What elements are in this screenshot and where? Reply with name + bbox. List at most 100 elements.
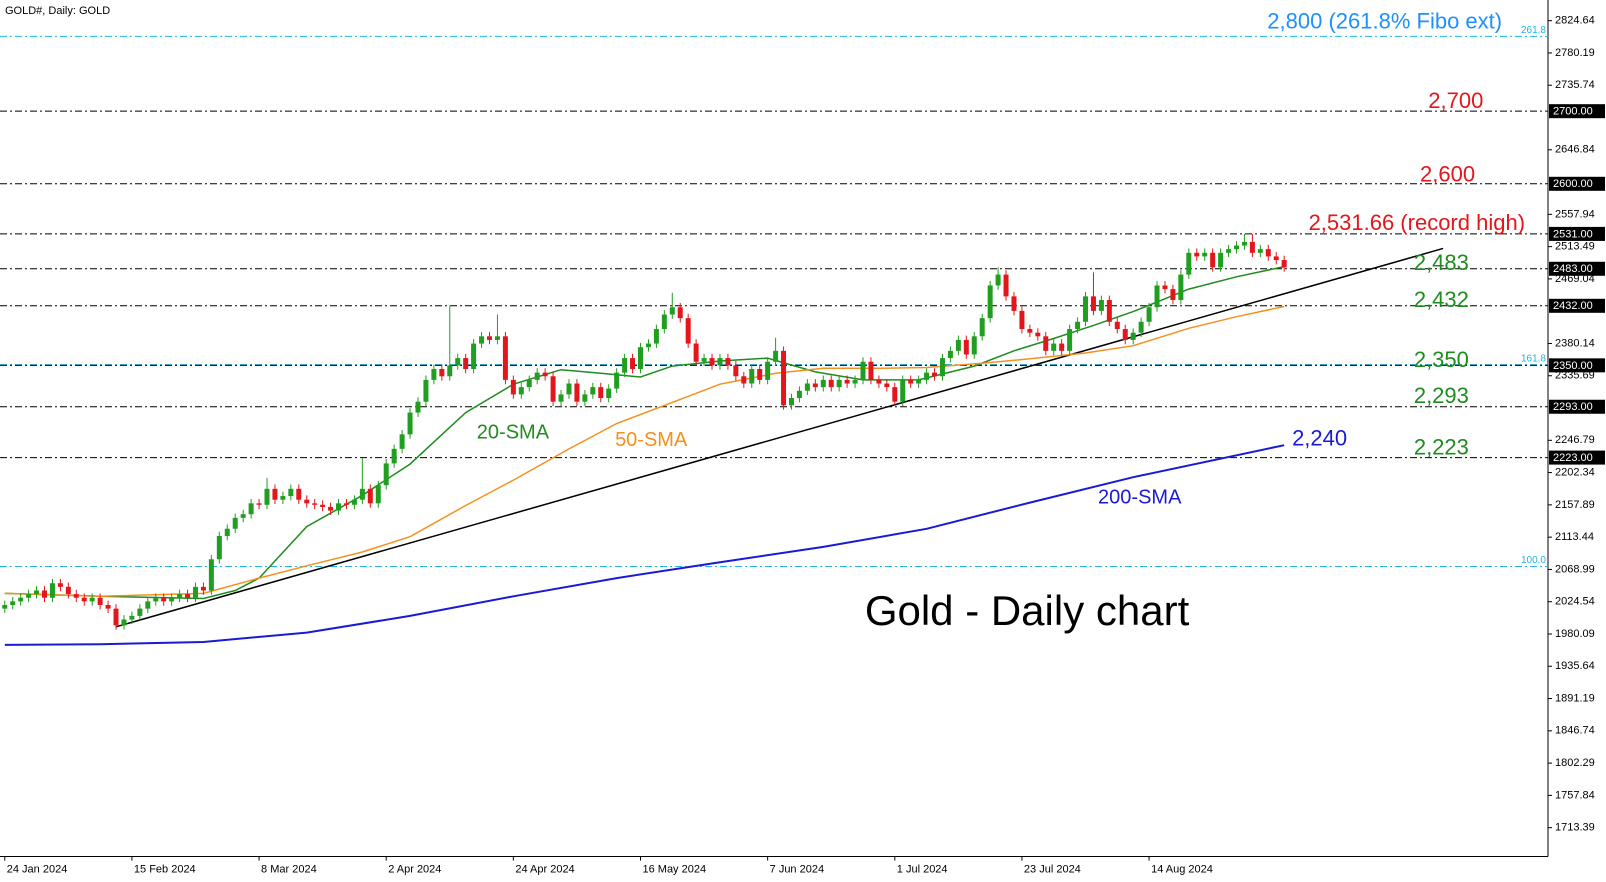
candle-body — [1043, 336, 1049, 351]
fibo-label: 261.8 — [1521, 25, 1546, 36]
candle-body — [534, 372, 540, 380]
candle-body — [89, 597, 95, 602]
y-tick-label: 2335.69 — [1555, 370, 1595, 382]
level-label: 2600.00 — [1553, 178, 1593, 190]
candle-body — [280, 496, 286, 500]
candle-body — [1035, 332, 1041, 337]
level-label: 2223.00 — [1553, 452, 1593, 464]
candle-body — [1059, 343, 1065, 351]
level-label: 2531.00 — [1553, 228, 1593, 240]
candle-body — [828, 379, 834, 388]
fibo-label: 100.0 — [1521, 555, 1546, 566]
level-box — [1549, 358, 1605, 373]
candle-body — [336, 503, 342, 511]
candle-body — [2, 605, 8, 609]
candle-body — [1146, 307, 1152, 322]
candle-body — [121, 619, 127, 626]
candle-body — [868, 361, 874, 380]
candle-body — [343, 503, 349, 505]
annotation: 2,483 — [1414, 250, 1469, 275]
candle-body — [1011, 296, 1017, 311]
y-tick-label: 1802.29 — [1555, 757, 1595, 769]
annotation: 2,350 — [1414, 347, 1469, 372]
candle-body — [852, 379, 858, 384]
candle-body — [971, 336, 977, 355]
candle-body — [1178, 274, 1184, 300]
level-label: 2483.00 — [1553, 263, 1593, 275]
candle-body — [57, 583, 63, 587]
candle-body — [1138, 321, 1144, 333]
y-tick-label: 2157.89 — [1555, 499, 1595, 511]
candle-body — [1218, 252, 1224, 268]
candle-body — [73, 594, 79, 598]
y-tick-label: 2646.84 — [1555, 144, 1595, 156]
candle-body — [876, 379, 882, 384]
candle-body — [844, 379, 850, 384]
sma-line — [4, 305, 1285, 598]
candle-body — [1257, 249, 1263, 253]
candle-body — [169, 597, 175, 602]
candle-body — [1130, 332, 1136, 340]
candle-body — [320, 504, 326, 507]
candle-body — [494, 336, 500, 340]
sma-label: 50-SMA — [615, 429, 688, 451]
annotation: 2,531.66 (record high) — [1309, 210, 1525, 235]
candle-body — [685, 318, 691, 344]
y-tick-label: 2469.04 — [1555, 273, 1595, 285]
y-tick-label: 1891.19 — [1555, 692, 1595, 704]
candle-body — [773, 350, 779, 362]
x-tick-label: 7 Jun 2024 — [770, 863, 824, 875]
candle-body — [502, 336, 508, 380]
y-tick-label: 2380.14 — [1555, 337, 1595, 349]
level-box — [1549, 226, 1605, 241]
candle-body — [1170, 289, 1176, 300]
candle-body — [97, 597, 103, 606]
y-tick-label: 2735.74 — [1555, 79, 1595, 91]
candle-body — [431, 368, 437, 380]
candle-body — [741, 376, 747, 384]
candle-body — [375, 485, 381, 504]
candle-body — [1233, 245, 1239, 250]
candle-body — [510, 379, 516, 395]
candle-body — [129, 615, 135, 620]
candle-body — [781, 350, 787, 406]
y-tick-label: 1757.84 — [1555, 789, 1595, 801]
candle-body — [479, 336, 485, 344]
sma-line — [4, 444, 1285, 646]
candle-body — [81, 597, 87, 602]
sma-line — [4, 265, 1285, 600]
annotation: 2,293 — [1414, 383, 1469, 408]
candle-body — [391, 448, 397, 464]
candle-body — [924, 372, 930, 380]
candle-body — [1162, 285, 1168, 290]
candle-body — [312, 503, 318, 505]
candle-body — [947, 350, 953, 359]
candle-body — [645, 343, 651, 348]
candle-body — [208, 559, 214, 591]
annotation: 2,432 — [1414, 287, 1469, 312]
candle-body — [788, 398, 794, 406]
candle-body — [1226, 249, 1232, 253]
x-tick-label: 23 Jul 2024 — [1024, 863, 1081, 875]
candle-body — [1098, 299, 1104, 311]
x-tick-label: 8 Mar 2024 — [261, 863, 317, 875]
candle-body — [1249, 241, 1255, 253]
candle-body — [471, 343, 477, 369]
candle-body — [1273, 256, 1279, 261]
candle-body — [1210, 252, 1216, 268]
candle-body — [1067, 329, 1073, 351]
candle-body — [288, 488, 294, 497]
candle-body — [161, 597, 167, 602]
candle-body — [653, 329, 659, 344]
level-label: 2432.00 — [1553, 300, 1593, 312]
candle-body — [884, 383, 890, 388]
candle-body — [447, 365, 453, 377]
candle-body — [637, 347, 643, 369]
candle-body — [995, 274, 1001, 286]
candle-body — [622, 358, 628, 373]
candle-body — [105, 605, 111, 609]
candle-body — [1186, 252, 1192, 275]
candle-body — [804, 383, 810, 391]
annotation: 2,240 — [1292, 425, 1347, 450]
candle-body — [26, 594, 32, 598]
